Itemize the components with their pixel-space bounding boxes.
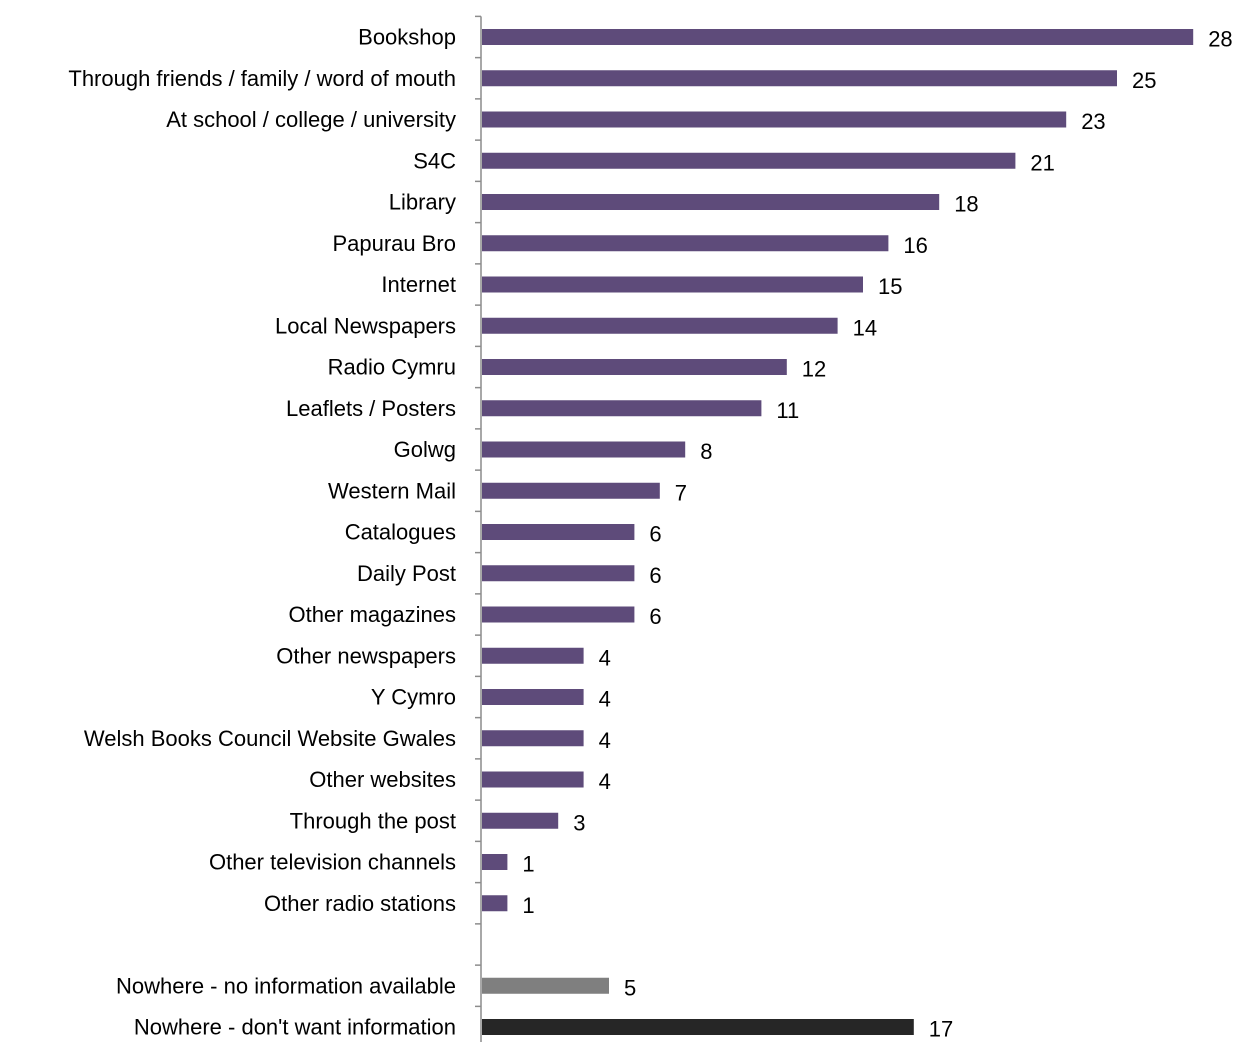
data-label: 5 — [624, 975, 636, 1000]
data-label: 12 — [802, 357, 826, 382]
category-label: Bookshop — [358, 25, 456, 50]
bar — [482, 606, 635, 623]
category-label: Internet — [381, 272, 456, 297]
data-label: 4 — [599, 728, 611, 753]
data-label: 1 — [522, 852, 534, 877]
bar — [482, 771, 584, 788]
bar — [482, 647, 584, 664]
category-label: Radio Cymru — [328, 355, 456, 380]
data-label: 6 — [649, 604, 661, 629]
bar — [482, 895, 508, 912]
bar — [482, 400, 762, 417]
category-labels: Bookshop Through friends / family / word … — [68, 25, 456, 1040]
data-label: 3 — [573, 810, 585, 835]
data-label: 7 — [675, 480, 687, 505]
bar — [482, 152, 1016, 169]
category-label: S4C — [413, 148, 456, 173]
category-label: Other television channels — [209, 850, 456, 875]
category-label: Other websites — [309, 767, 456, 792]
data-label: 23 — [1081, 109, 1105, 134]
data-label: 16 — [903, 233, 927, 258]
category-label: Daily Post — [357, 561, 456, 586]
category-label: Catalogues — [345, 520, 456, 545]
category-label: Other newspapers — [276, 643, 456, 668]
category-label: Through friends / family / word of mouth — [68, 66, 456, 91]
bar — [482, 317, 838, 334]
category-label: Papurau Bro — [332, 231, 456, 256]
bars-group — [482, 29, 1194, 1035]
data-label: 15 — [878, 274, 902, 299]
axis-ticks — [475, 15, 481, 1047]
category-label: Y Cymro — [371, 685, 456, 710]
bar — [482, 854, 508, 870]
category-label: Nowhere - no information available — [116, 973, 456, 998]
category-label: Western Mail — [328, 478, 456, 503]
bar — [482, 1019, 914, 1035]
bar — [482, 111, 1067, 128]
bar — [482, 565, 635, 582]
data-label: 17 — [929, 1017, 953, 1042]
bar — [482, 812, 559, 829]
data-label: 11 — [776, 398, 799, 423]
data-label: 4 — [599, 769, 611, 794]
data-label: 18 — [954, 192, 978, 217]
bar — [482, 276, 863, 293]
category-label: Through the post — [290, 808, 456, 833]
bar — [482, 730, 584, 747]
data-label: 1 — [522, 893, 534, 918]
bar — [482, 689, 584, 705]
data-label: 4 — [599, 687, 611, 712]
data-label: 4 — [599, 645, 611, 670]
data-label: 14 — [853, 315, 877, 340]
category-label: Leaflets / Posters — [286, 396, 456, 421]
data-label: 21 — [1030, 150, 1054, 175]
bar — [482, 29, 1194, 45]
category-label: At school / college / university — [166, 107, 456, 132]
category-label: Golwg — [394, 437, 456, 462]
data-label: 6 — [649, 522, 661, 547]
data-label: 8 — [700, 439, 712, 464]
bar — [482, 359, 787, 375]
category-label: Nowhere - don't want information — [134, 1015, 456, 1040]
bar — [482, 977, 609, 994]
bar — [482, 235, 889, 252]
category-label: Other magazines — [288, 602, 456, 627]
category-label: Library — [389, 190, 456, 215]
category-label: Local Newspapers — [275, 313, 456, 338]
bar — [482, 194, 940, 210]
bar — [482, 482, 660, 499]
category-label: Other radio stations — [264, 891, 456, 916]
bar — [482, 524, 635, 540]
bar — [482, 70, 1117, 87]
bar — [482, 441, 686, 458]
category-label: Welsh Books Council Website Gwales — [84, 726, 456, 751]
data-label: 25 — [1132, 68, 1156, 93]
data-label: 6 — [649, 563, 661, 588]
data-label: 28 — [1208, 27, 1232, 52]
